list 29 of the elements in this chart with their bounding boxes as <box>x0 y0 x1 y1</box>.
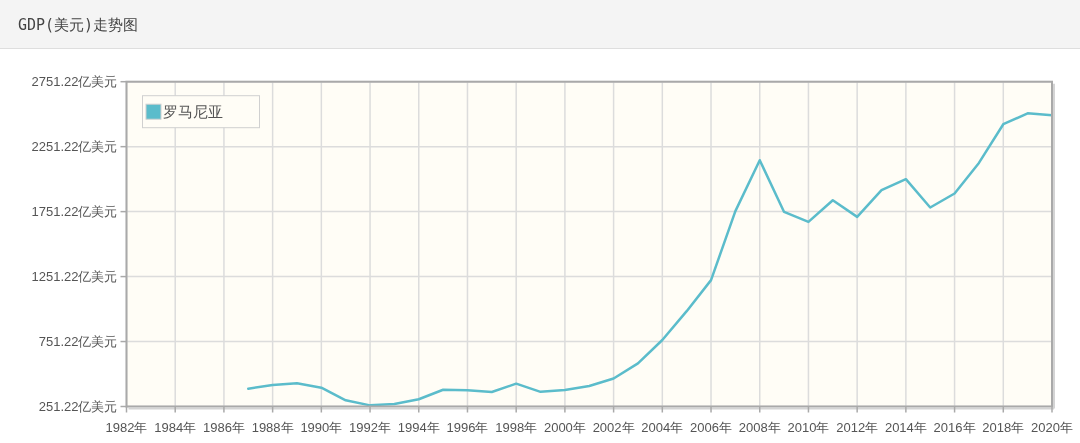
x-tick-label: 1998年 <box>495 419 538 435</box>
y-tick-label: 2751.22亿美元 <box>31 74 118 90</box>
x-tick-label: 2010年 <box>787 419 830 435</box>
x-tick-label: 1994年 <box>397 419 440 435</box>
x-tick-label: 1988年 <box>251 419 294 435</box>
x-tick-label: 1986年 <box>202 419 245 435</box>
x-tick-label: 1984年 <box>154 419 197 435</box>
x-tick-label: 2016年 <box>933 419 976 435</box>
title: GDP(美元)走势图 <box>18 16 139 34</box>
x-tick-label: 1996年 <box>446 419 489 435</box>
x-tick-label: 2002年 <box>592 419 635 435</box>
y-tick-label: 1251.22亿美元 <box>31 269 118 285</box>
legend-label: 罗马尼亚 <box>162 103 223 121</box>
x-tick-label: 1992年 <box>349 419 392 435</box>
x-tick-label: 1990年 <box>300 419 343 435</box>
x-tick-label: 2014年 <box>884 419 927 435</box>
x-tick-label: 2012年 <box>836 419 879 435</box>
x-tick-label: 1982年 <box>105 419 148 435</box>
x-tick-label: 2020年 <box>1031 419 1073 435</box>
y-tick-label: 751.22亿美元 <box>38 334 118 350</box>
x-tick-label: 2004年 <box>641 419 684 435</box>
x-tick-label: 2006年 <box>690 419 732 435</box>
y-tick-label: 251.22亿美元 <box>38 399 118 414</box>
legend: 罗马尼亚 <box>142 95 260 129</box>
x-tick-label: 2008年 <box>738 419 781 435</box>
x-tick-label: 2018年 <box>982 419 1025 435</box>
x-tick-label: 2000年 <box>543 419 586 435</box>
y-tick-label: 2251.22亿美元 <box>31 139 118 155</box>
y-tick-label: 1751.22亿美元 <box>31 204 118 220</box>
